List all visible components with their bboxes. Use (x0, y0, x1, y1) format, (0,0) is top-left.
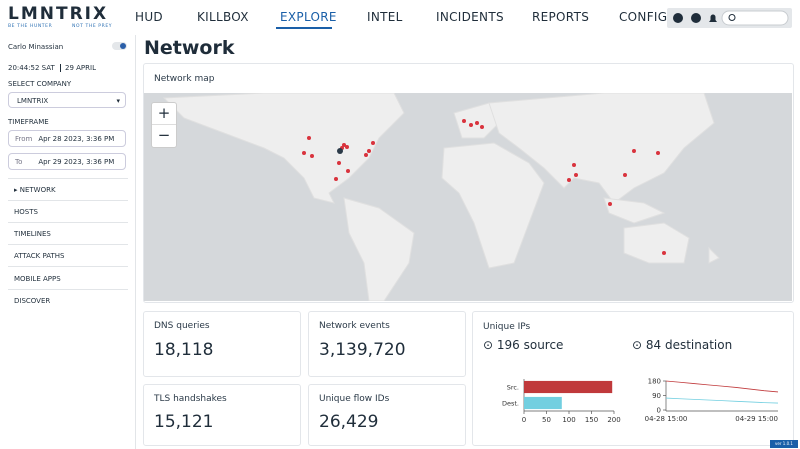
page-title: Network (144, 37, 235, 59)
clock: 20:44:52 SAT (8, 64, 55, 72)
nav-item[interactable]: INTEL (367, 10, 403, 24)
nav-item[interactable]: REPORTS (532, 10, 590, 24)
version-badge: ver 1.0.1 (770, 440, 798, 448)
card (143, 311, 301, 377)
to-field[interactable]: To Apr 29 2023, 3:36 PM (8, 153, 126, 170)
company: LMNTRIX (17, 97, 49, 105)
destination-count: ⊙ 84 destination (632, 338, 733, 352)
source-text: 196 source (496, 338, 564, 352)
to-value: Apr 29 2023, 3:36 PM (38, 158, 115, 166)
toolbar (667, 8, 792, 28)
zoom-out[interactable]: − (157, 126, 171, 144)
nav-item[interactable]: KILLBOX (197, 10, 249, 24)
tagline: NOT THE PREY (72, 24, 113, 29)
card-label: TLS handshakes (154, 394, 227, 404)
user-name: Carlo Minassian (8, 43, 64, 51)
card (308, 384, 466, 446)
to-label: To (15, 158, 23, 166)
card-value: 3,139,720 (319, 340, 406, 360)
nav-item[interactable]: EXPLORE (280, 10, 337, 24)
from-value: Apr 28 2023, 3:36 PM (38, 135, 115, 143)
label: SELECT COMPANY (8, 80, 72, 88)
tagline: BE THE HUNTER (8, 24, 53, 29)
from-label: From (15, 135, 33, 143)
settings-icon[interactable] (673, 13, 683, 23)
divider (8, 178, 128, 179)
card-label: Unique flow IDs (319, 394, 390, 404)
nav-underline (276, 27, 332, 29)
date: 29 APRIL (60, 64, 96, 72)
menu-item[interactable]: TIMELINES (8, 223, 128, 245)
card-value: 26,429 (319, 412, 379, 432)
nav-item[interactable]: HUD (135, 10, 163, 24)
sidebar-border (135, 35, 136, 449)
from-field[interactable]: From Apr 28 2023, 3:36 PM (8, 130, 126, 147)
bell-icon[interactable] (709, 14, 717, 23)
card-value: 18,118 (154, 340, 214, 360)
source-count: ⊙ 196 source (483, 338, 564, 352)
unique-ips-panel (472, 311, 794, 446)
menu-item[interactable]: ▸ NETWORK (8, 179, 128, 201)
zoom-control: + − (151, 102, 177, 148)
label: TIMEFRAME (8, 118, 49, 126)
card-label: DNS queries (154, 321, 210, 331)
logo[interactable]: LMNTRIX (8, 4, 109, 24)
help-icon[interactable] (691, 13, 701, 23)
panel-title: Unique IPs (483, 322, 531, 332)
search-box[interactable] (721, 10, 789, 26)
card (308, 311, 466, 377)
zoom-in[interactable]: + (152, 103, 176, 125)
company-select[interactable]: LMNTRIX ▾ (8, 92, 126, 108)
menu-label: NETWORK (19, 186, 56, 194)
nav-item[interactable]: INCIDENTS (436, 10, 504, 24)
menu-item[interactable]: MOBILE APPS (8, 268, 128, 290)
card (143, 384, 301, 446)
toolbar-icons (673, 10, 789, 26)
top-bar (0, 0, 800, 35)
menu-item[interactable]: DISCOVER (14, 297, 51, 305)
card-label: Network events (319, 321, 390, 331)
search-icon (728, 14, 736, 21)
nav-item[interactable]: CONFIG (619, 10, 668, 24)
map[interactable] (144, 93, 792, 301)
menu-item[interactable]: ATTACK PATHS (8, 245, 128, 267)
menu-item[interactable]: HOSTS (8, 201, 128, 223)
card-value: 15,121 (154, 412, 214, 432)
toggle[interactable] (112, 42, 127, 50)
map-title: Network map (154, 74, 215, 84)
destination-text: 84 destination (645, 338, 733, 352)
